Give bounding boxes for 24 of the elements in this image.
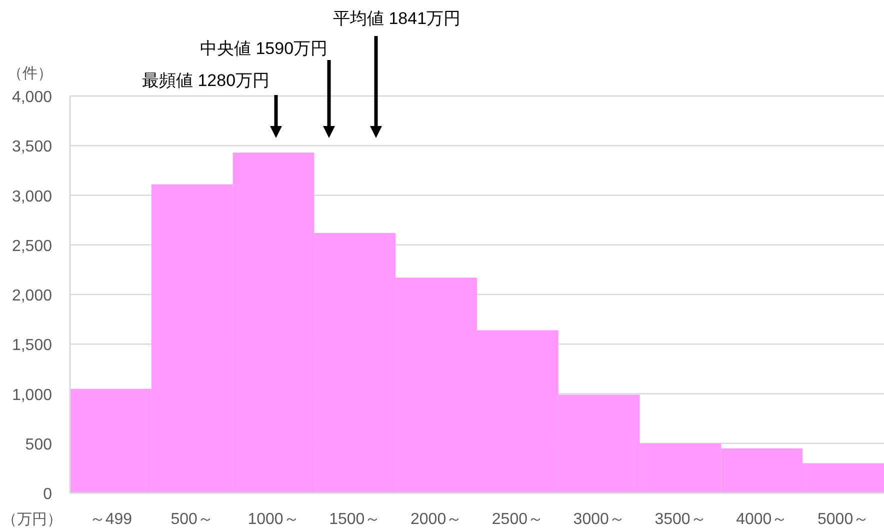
y-tick-label: 3,000 (12, 188, 52, 206)
x-tick-label: 2500～ (492, 511, 544, 528)
y-tick-label: 500 (25, 436, 52, 454)
x-tick-label: 3500～ (654, 511, 706, 528)
y-tick-label: 2,000 (12, 288, 52, 304)
text: 最頻値 1280万円 (142, 71, 270, 90)
y-tick-label: 0 (43, 486, 52, 503)
x-tick-label: ～499 (89, 511, 132, 528)
y-tick-label: 1,500 (12, 337, 52, 354)
x-tick-label: 500～ (170, 511, 214, 528)
x-tick-label: 5000～ (818, 511, 870, 528)
text: 中央値 1590万円 (200, 39, 328, 58)
y-tick-label: 1,000 (12, 386, 52, 404)
y-tick-label: 3,500 (12, 138, 52, 156)
x-tick-label: 2000～ (410, 511, 462, 528)
text: 平均値 1841万円 (333, 9, 461, 28)
y-tick-label: 2,500 (12, 238, 52, 255)
x-axis-title: （万円） (2, 511, 62, 528)
y-tick-label: 4,000 (12, 89, 52, 106)
x-tick-label: 1500～ (329, 511, 381, 528)
x-tick-label: 3000～ (573, 511, 625, 528)
x-tick-label: 4000～ (736, 511, 788, 528)
y-axis-title: （件） (8, 65, 52, 82)
x-tick-label: 1000～ (248, 511, 300, 528)
